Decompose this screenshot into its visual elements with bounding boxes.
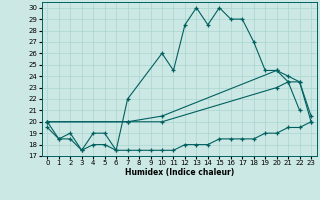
X-axis label: Humidex (Indice chaleur): Humidex (Indice chaleur) [124, 168, 234, 177]
